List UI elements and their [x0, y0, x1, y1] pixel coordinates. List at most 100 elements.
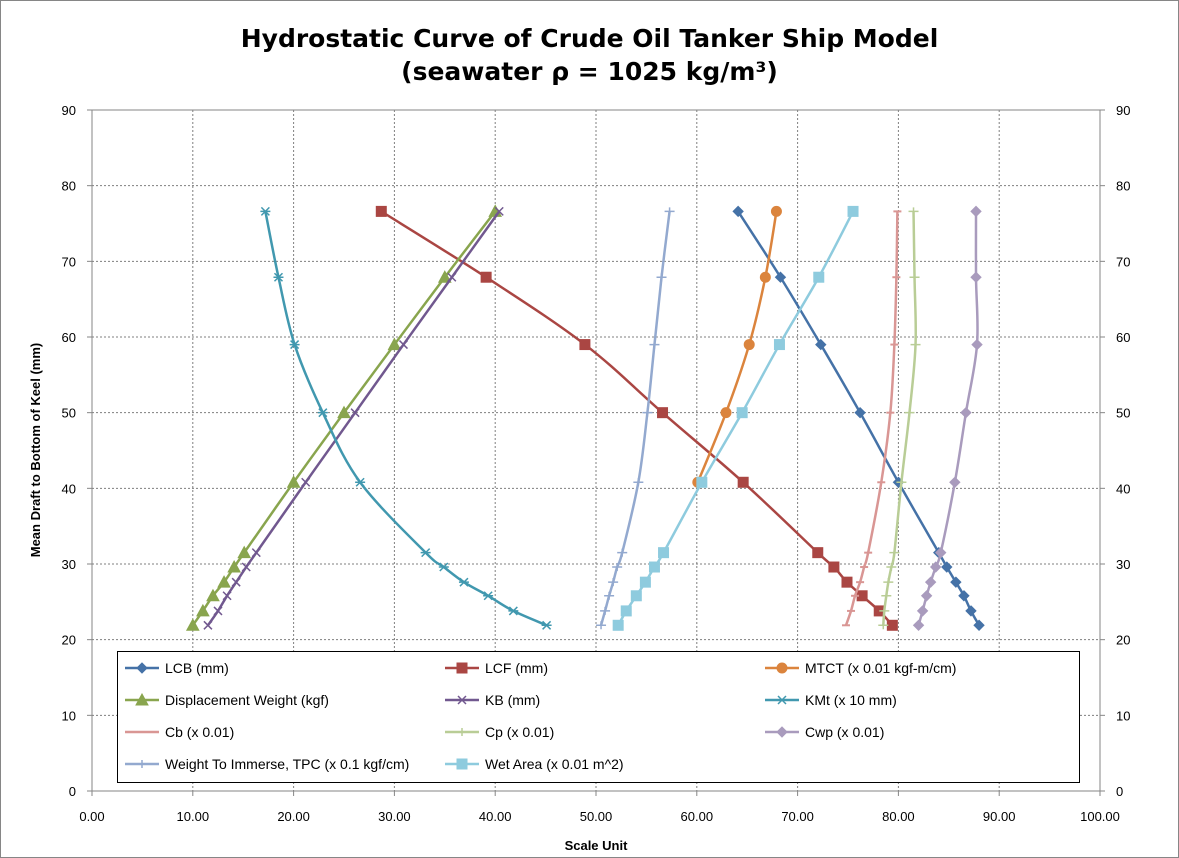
data-point	[841, 576, 853, 588]
y-tick-label: 10	[62, 708, 76, 723]
data-point	[736, 407, 748, 419]
y2-tick-label: 90	[1116, 103, 1130, 118]
y-tick-label: 30	[62, 557, 76, 572]
series-layer	[185, 204, 985, 631]
legend-swatch-marker	[776, 662, 788, 674]
data-point	[350, 408, 360, 418]
legend: LCB (mm) LCF (mm) MTCT (x 0.01 kgf-m/cm) Di…	[117, 651, 1080, 783]
data-point	[960, 406, 972, 419]
data-point	[770, 205, 782, 217]
y-axis-label: Mean Draft to Bottom of Keel (mm)	[28, 343, 43, 558]
series-line	[844, 211, 899, 626]
data-point	[508, 606, 519, 616]
data-point	[260, 206, 271, 216]
data-point	[398, 340, 409, 350]
legend-item: Displacement Weight (kgf)	[123, 689, 329, 711]
legend-swatch	[445, 728, 479, 736]
data-point	[910, 340, 921, 349]
y-tick-label: 90	[62, 103, 76, 118]
data-point	[950, 576, 962, 588]
series-line	[599, 211, 671, 626]
data-point	[812, 547, 824, 559]
legend-label: Displacement Weight (kgf)	[165, 692, 329, 708]
x-tick-label: 60.00	[681, 809, 714, 824]
y-tick-label: 70	[62, 254, 76, 269]
data-point	[639, 576, 651, 588]
data-point	[458, 577, 469, 587]
y2-tick-label: 30	[1116, 557, 1130, 572]
series-line	[737, 210, 981, 626]
legend-item: Cwp (x 0.01)	[763, 721, 884, 743]
y-tick-label: 0	[69, 784, 76, 799]
series-3	[185, 204, 503, 631]
legend-label: LCB (mm)	[165, 660, 229, 676]
legend-swatch-marker	[776, 726, 788, 738]
legend-item: LCF (mm)	[443, 657, 548, 679]
axes: 0.00 10.00 20.00 30.00 40.00 50.00 60.00 70.00 8…	[62, 103, 1131, 824]
legend-item: Wet Area (x 0.01 m^2)	[443, 753, 624, 775]
data-point	[337, 405, 351, 419]
legend-label: Cwp (x 0.01)	[805, 724, 885, 740]
x-tick-label: 30.00	[378, 809, 411, 824]
data-point	[920, 590, 933, 602]
data-point	[732, 205, 744, 218]
y2-tick-label: 0	[1116, 784, 1123, 799]
x-tick-label: 20.00	[277, 809, 310, 824]
data-point	[813, 271, 825, 283]
x-tick-label: 0.00	[79, 809, 104, 824]
data-point	[904, 408, 915, 417]
data-point	[251, 548, 261, 558]
data-point	[630, 590, 642, 602]
legend-swatch	[765, 662, 799, 674]
data-point	[217, 575, 231, 588]
data-point	[213, 606, 223, 616]
y2-tick-label: 50	[1116, 406, 1130, 421]
data-point	[633, 478, 644, 487]
data-point	[886, 619, 898, 631]
data-point	[935, 546, 947, 559]
data-point	[664, 207, 675, 216]
legend-item: Cb (x 0.01)	[123, 721, 234, 743]
series-9	[596, 207, 675, 630]
data-point	[596, 621, 607, 630]
legend-item: KMt (x 10 mm)	[763, 689, 897, 711]
series-7	[878, 207, 921, 630]
x-tick-label: 10.00	[177, 809, 210, 824]
legend-swatch-marker	[135, 693, 149, 706]
data-point	[949, 476, 961, 488]
data-point	[883, 578, 894, 587]
series-10	[612, 205, 859, 631]
data-point	[579, 339, 591, 351]
data-point	[737, 476, 749, 488]
data-point	[924, 576, 937, 588]
y-tick-label: 60	[62, 330, 76, 345]
legend-swatch-marker	[457, 728, 467, 736]
data-point	[649, 340, 660, 349]
y2-tick-label: 20	[1116, 633, 1130, 648]
legend-label: MTCT (x 0.01 kgf-m/cm)	[805, 660, 957, 676]
data-point	[696, 476, 708, 488]
data-point	[941, 561, 953, 573]
legend-swatch	[445, 695, 479, 705]
x-tick-label: 40.00	[479, 809, 512, 824]
x-tick-label: 50.00	[580, 809, 613, 824]
legend-swatch	[445, 758, 479, 770]
data-point	[854, 406, 866, 419]
legend-swatch	[125, 693, 159, 706]
series-5	[260, 206, 552, 630]
data-point	[222, 591, 232, 601]
data-point	[908, 207, 919, 216]
data-point	[971, 338, 983, 351]
series-4	[203, 206, 504, 630]
data-point	[620, 605, 632, 617]
data-point	[608, 578, 619, 587]
data-point	[886, 563, 897, 572]
data-point	[196, 603, 210, 617]
data-point	[656, 273, 667, 282]
legend-swatch	[125, 760, 159, 768]
legend-swatch	[445, 662, 479, 674]
data-point	[447, 272, 457, 282]
data-point	[773, 339, 785, 351]
data-point	[494, 206, 504, 216]
data-point	[612, 563, 623, 572]
